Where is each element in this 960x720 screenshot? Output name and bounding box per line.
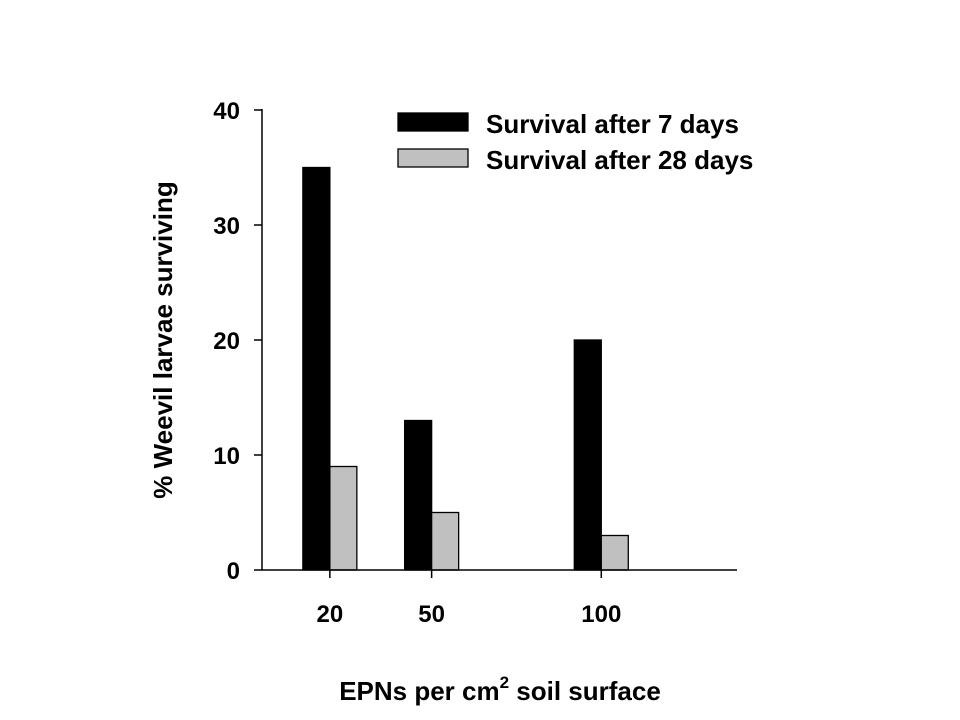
y-ticks-group: 0 10 20 30 40 bbox=[213, 98, 262, 585]
x-axis-title-suffix: soil surface bbox=[509, 676, 661, 706]
bar-survival-7-days-20 bbox=[302, 166, 331, 571]
y-tick-label-40: 40 bbox=[213, 98, 240, 125]
bar-survival-28-days-100 bbox=[600, 534, 629, 571]
x-tick-label-20: 20 bbox=[317, 601, 344, 628]
bars-group bbox=[302, 166, 629, 571]
bar-survival-28-days-20 bbox=[329, 465, 358, 571]
y-tick-label-30: 30 bbox=[213, 213, 240, 240]
x-tick-label-50: 50 bbox=[418, 601, 445, 628]
x-axis-title: EPNs per cm2 soil surface bbox=[339, 673, 661, 706]
bar-survival-28-days-50 bbox=[430, 511, 460, 571]
x-axis-title-main: EPNs per cm bbox=[339, 676, 499, 706]
legend-swatch-survival-7-days bbox=[397, 112, 469, 132]
legend-swatch-survival-28-days bbox=[397, 148, 469, 168]
bar-survival-7-days-100 bbox=[573, 339, 602, 571]
legend-label-survival-28-days: Survival after 28 days bbox=[486, 145, 753, 175]
x-tick-label-100: 100 bbox=[581, 601, 621, 628]
legend-label-survival-7-days: Survival after 7 days bbox=[486, 109, 739, 139]
x-ticks-group: 20 50 100 bbox=[317, 570, 621, 628]
y-axis-title: % Weevil larvae surviving bbox=[148, 181, 178, 498]
y-tick-label-0: 0 bbox=[227, 558, 240, 585]
y-tick-label-10: 10 bbox=[213, 443, 240, 470]
legend: Survival after 7 days Survival after 28 d… bbox=[397, 109, 753, 175]
y-tick-label-20: 20 bbox=[213, 328, 240, 355]
bar-survival-7-days-50 bbox=[403, 419, 433, 571]
x-axis-title-superscript: 2 bbox=[500, 673, 509, 692]
